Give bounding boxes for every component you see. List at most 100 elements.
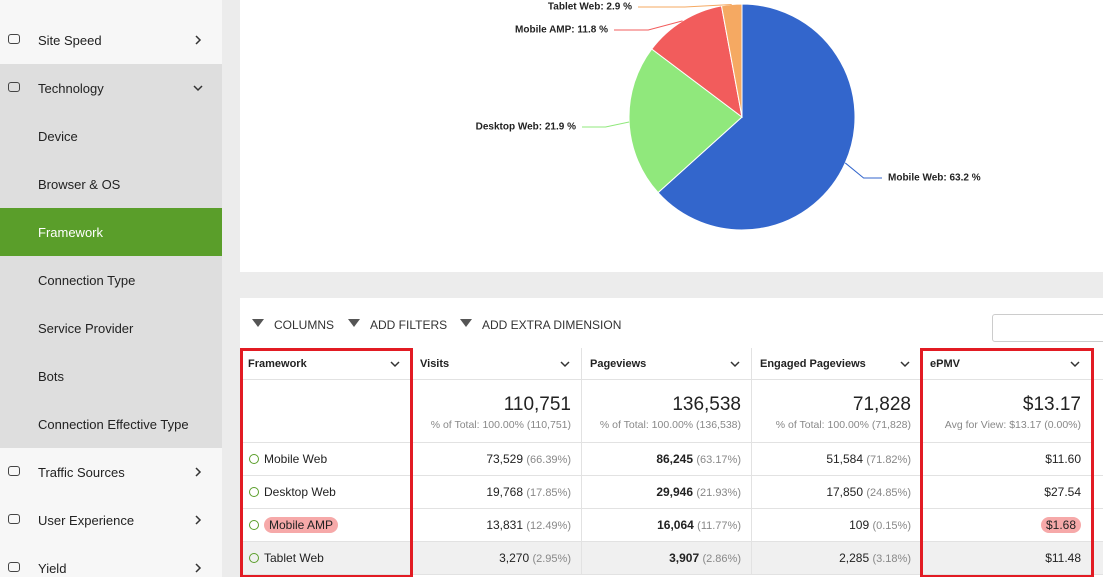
highlight-box (920, 348, 1094, 577)
cell-value: $11.48 (1045, 551, 1081, 565)
cell-share: (2.86%) (702, 553, 741, 565)
column-header[interactable]: Pageviews (582, 348, 752, 380)
totals-cell: 71,828 % of Total: 100.00% (71,828) (752, 380, 922, 443)
chevron-icon (195, 467, 202, 477)
sidebar: Site Speed Technology Device Browser & OS Fr… (0, 0, 222, 577)
search-box[interactable] (992, 314, 1103, 342)
data-cell: 17,850 (24.85%) (752, 476, 922, 509)
nav-label: Connection Effective Type (38, 416, 189, 432)
column-header-label: Visits (420, 358, 450, 370)
row-label: Tablet Web (264, 551, 324, 565)
total-value: 136,538 (672, 394, 741, 415)
data-cell: 3,907 (2.86%) (582, 542, 752, 575)
data-cell: 86,245 (63.17%) (582, 443, 752, 476)
cell-share: (3.18%) (872, 553, 911, 565)
nav-item[interactable]: Framework (0, 208, 222, 256)
data-cell (1092, 443, 1103, 476)
leader-line (582, 121, 630, 128)
pie-slice (657, 3, 856, 231)
nav-item[interactable]: Service Provider (0, 304, 222, 352)
status-icon (249, 520, 259, 530)
toolbar-label: COLUMNS (274, 318, 335, 332)
highlight-box (240, 348, 413, 577)
cell-value: $27.54 (1044, 485, 1081, 499)
cell-value: 51,584 (826, 452, 864, 466)
slice-label: Mobile AMP: 11.8 % (515, 25, 608, 36)
column-header (1092, 348, 1103, 380)
data-cell (1092, 509, 1103, 542)
toolbar-icon (252, 319, 264, 327)
data-cell: 16,064 (11.77%) (582, 509, 752, 542)
nav-item[interactable]: Browser & OS (0, 160, 222, 208)
nav-label: Bots (38, 368, 65, 384)
row-label: Mobile Web (264, 452, 328, 466)
chevron-icon (730, 361, 740, 368)
nav-item[interactable]: Bots (0, 352, 222, 400)
total-note: Avg for View: $13.17 (0.00%) (944, 419, 1081, 431)
nav-item[interactable]: Site Speed (0, 16, 222, 64)
toolbar-label: ADD FILTERS (370, 318, 448, 332)
column-header-label: Engaged Pageviews (760, 358, 866, 370)
nav-item[interactable]: Yield (0, 544, 222, 577)
data-cell: 73,529 (66.39%) (412, 443, 582, 476)
data-cell (1092, 476, 1103, 509)
cell-value: 109 (849, 518, 870, 532)
cell-value: 86,245 (656, 452, 694, 466)
cell-value: 17,850 (826, 485, 864, 499)
nav-item[interactable]: Technology (0, 64, 222, 112)
leader-line (614, 20, 683, 31)
leader-line (638, 3, 732, 8)
total-value: 110,751 (503, 394, 571, 415)
chevron-icon (1070, 361, 1080, 368)
toolbar-icon (348, 319, 360, 327)
cell-value: 19,768 (486, 485, 524, 499)
cell-value: $1.68 (1040, 517, 1081, 533)
row-label-cell: Tablet Web (240, 542, 412, 575)
data-cell: 109 (0.15%) (752, 509, 922, 542)
nav-item[interactable]: Connection Effective Type (0, 400, 222, 448)
data-cell: 51,584 (71.82%) (752, 443, 922, 476)
row-label-cell: Mobile Web (240, 443, 412, 476)
total-value: 71,828 (852, 394, 911, 415)
nav-icon (8, 466, 20, 476)
chevron-icon (195, 515, 202, 525)
cell-value: 3,907 (669, 551, 700, 565)
data-cell: $11.48 (922, 542, 1092, 575)
data-cell: 13,831 (12.49%) (412, 509, 582, 542)
data-cell: 19,768 (17.85%) (412, 476, 582, 509)
cell-share: (11.77%) (697, 520, 741, 532)
nav-item[interactable]: Connection Type (0, 256, 222, 304)
leader-line (844, 162, 882, 179)
nav-label: Framework (38, 224, 104, 240)
cell-share: (66.39%) (526, 454, 571, 466)
data-cell: 3,270 (2.95%) (412, 542, 582, 575)
nav-label: Browser & OS (38, 176, 121, 192)
column-header[interactable]: Framework (240, 348, 412, 380)
toolbar-button[interactable]: ADD EXTRA DIMENSION (482, 318, 621, 332)
data-cell: 2,285 (3.18%) (752, 542, 922, 575)
data-cell: $27.54 (922, 476, 1092, 509)
totals-cell: 136,538 % of Total: 100.00% (136,538) (582, 380, 752, 443)
nav-item[interactable]: Device (0, 112, 222, 160)
column-header[interactable]: Engaged Pageviews (752, 348, 922, 380)
data-cell: $1.68 (922, 509, 1092, 542)
column-header[interactable]: Visits (412, 348, 582, 380)
nav-icon (8, 514, 20, 524)
row-label: Desktop Web (264, 485, 336, 499)
cell-share: (17.85%) (526, 487, 571, 499)
table-card: COLUMNS ADD FILTERS ADD EXTRA DIMENSION Fra… (240, 298, 1103, 577)
nav-item[interactable]: Traffic Sources (0, 448, 222, 496)
toolbar-label: ADD EXTRA DIMENSION (482, 318, 622, 332)
status-icon (249, 487, 259, 497)
toolbar-icon (460, 319, 472, 327)
chevron-icon (195, 563, 202, 573)
nav-item[interactable]: User Experience (0, 496, 222, 544)
totals-cell: $13.17 Avg for View: $13.17 (0.00%) (922, 380, 1092, 443)
toolbar-button[interactable]: ADD FILTERS (370, 318, 447, 332)
column-header[interactable]: ePMV (922, 348, 1092, 380)
nav-icon (8, 34, 20, 44)
cell-value: 16,064 (657, 518, 694, 532)
nav-label: Yield (38, 560, 67, 576)
column-header-label: Framework (248, 358, 307, 370)
toolbar-button[interactable]: COLUMNS (274, 318, 334, 332)
